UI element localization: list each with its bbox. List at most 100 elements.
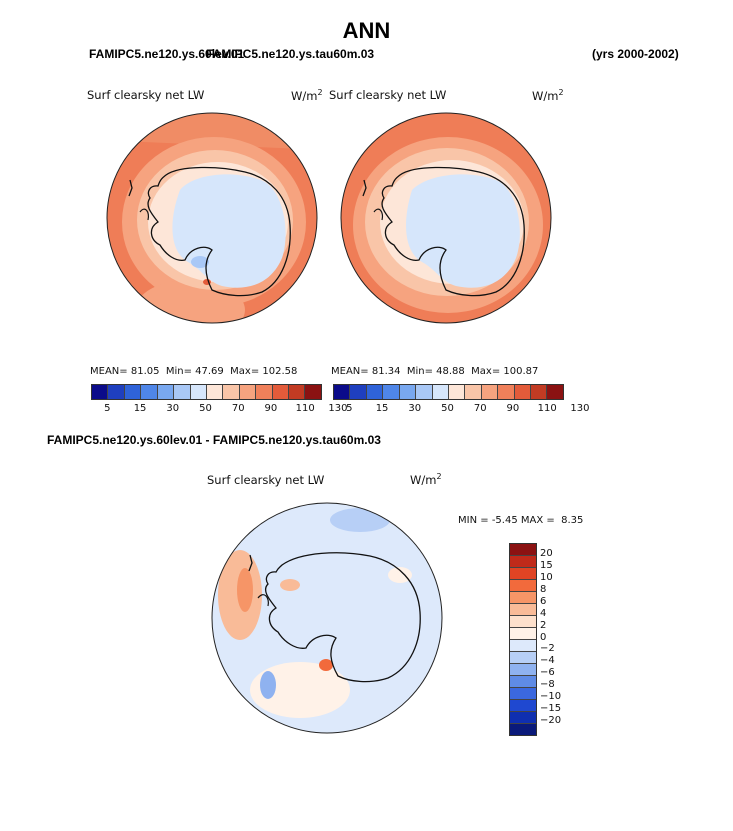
panel2-colorbar-swatch — [349, 385, 366, 399]
panel1-colorbar-swatch — [238, 385, 256, 399]
panel2-colorbar-swatch — [497, 385, 514, 399]
panel1-units: W/m2 — [291, 88, 323, 103]
page-title: ANN — [342, 18, 391, 43]
panel1-colorbar-tick-label: 30 — [166, 403, 180, 414]
panel1-colorbar — [91, 384, 322, 400]
panel2-colorbar-swatch — [513, 385, 531, 399]
panel2-field-plateau — [406, 174, 520, 288]
diff-colorbar-swatch — [510, 651, 536, 663]
diff-colorbar-tick-label: −4 — [540, 655, 555, 667]
diff-colorbar-tick-label: 15 — [540, 559, 553, 571]
panel1-colorbar-swatch — [271, 385, 289, 399]
panel1-colorbar-swatch — [123, 385, 141, 399]
diff-max: 8.35 — [561, 515, 584, 526]
diff-colorbar-tick-label: 8 — [540, 583, 547, 595]
panel2-colorbar-tick-label: 15 — [375, 403, 389, 414]
panel2-colorbar-swatch — [334, 385, 350, 399]
panel2-colorbar-tick-label: 5 — [346, 403, 353, 414]
panel1-field-low — [191, 256, 209, 268]
diff-title: FAMIPC5.ne120.ys.60lev.01 - FAMIPC5.ne12… — [47, 433, 381, 447]
panel1-colorbar-swatch — [205, 385, 223, 399]
diff-field-neutral-south — [250, 662, 350, 718]
panel1-peninsula — [139, 208, 150, 221]
panel2-colorbar-swatch — [398, 385, 416, 399]
panel1-colorbar-tick-label: 15 — [133, 403, 147, 414]
panel1-colorbar-tick-label: 130 — [328, 403, 348, 414]
panel2-colorbar-swatch — [464, 385, 481, 399]
panel2-colorbar-swatch — [447, 385, 465, 399]
panel1-stats: MEAN= 81.05 Min= 47.69 Max= 102.58 — [90, 366, 297, 377]
panel2-stats: MEAN= 81.34 Min= 48.88 Max= 100.87 — [331, 366, 538, 377]
diff-colorbar-swatch — [510, 627, 536, 639]
diff-colorbar-swatch — [510, 711, 536, 723]
panel2-colorbar-tick-label: 130 — [570, 403, 590, 414]
panel1-coastline — [147, 166, 291, 297]
years-label: (yrs 2000-2002) — [592, 47, 679, 61]
panel2-island — [362, 179, 367, 197]
diff-max-label: MAX = — [520, 515, 555, 526]
panel1-colorbar-swatch — [189, 385, 206, 399]
diff-colorbar-tick-label: 6 — [540, 595, 547, 607]
panel2-mean: 81.34 — [371, 366, 401, 377]
panel2-colorbar-swatch — [382, 385, 399, 399]
panel1-colorbar-tick-label: 50 — [199, 403, 212, 414]
diff-colorbar-tick-label: 2 — [540, 619, 547, 631]
panel1-min: 47.69 — [195, 366, 224, 377]
panel1-colorbar-swatch — [255, 385, 272, 399]
panel1-map-border — [106, 112, 318, 324]
diff-min: -5.45 — [491, 515, 518, 526]
panel2-max-label: Max= — [471, 366, 501, 377]
diff-colorbar-swatch — [510, 699, 536, 711]
diff-colorbar-tick-label: −15 — [540, 703, 562, 715]
panel1-colorbar-tick-label: 5 — [104, 403, 111, 414]
case-name-b: FAMIPC5.ne120.ys.tau60m.03 — [206, 47, 375, 61]
diff-colorbar-tick-label: −6 — [540, 667, 555, 679]
diff-colorbar-swatch — [510, 663, 536, 675]
diff-field-cool-sw — [260, 671, 276, 699]
diff-colorbar-tick-label: −10 — [540, 691, 562, 703]
diff-field-hot-west — [237, 568, 253, 612]
panel1-colorbar-tick-label: 70 — [231, 403, 245, 414]
panel2-colorbar-swatch — [480, 385, 498, 399]
diff-colorbar-tick-label: −20 — [540, 715, 562, 727]
case-name-a: FAMIPC5.ne120.ys.60lev.01 — [89, 47, 245, 61]
panel2-colorbar-swatch — [365, 385, 383, 399]
panel2-peninsula — [373, 208, 384, 221]
diff-colorbar-swatch — [510, 603, 536, 615]
panel2-colorbar-swatch — [546, 385, 563, 399]
diff-colorbar-tick-label: −8 — [540, 679, 555, 691]
panel2-colorbar-tick-label: 70 — [473, 403, 487, 414]
diff-colorbar-swatch — [510, 579, 536, 591]
panel2-map-border — [340, 112, 552, 324]
diff-colorbar-tick-label: 0 — [540, 631, 547, 643]
diff-colorbar-ticks: 20 15 10 8 6 4 2 0 −2 −4 −6 −8 −10 −15 −20 — [540, 543, 580, 734]
panel2-colorbar-swatch — [530, 385, 547, 399]
panel1-colorbar-swatch — [140, 385, 157, 399]
panel1-colorbar-swatch — [288, 385, 305, 399]
diff-coastline — [264, 552, 421, 683]
panel1-map — [107, 113, 317, 323]
panel1-colorbar-swatch — [304, 385, 321, 399]
panel2-colorbar-tick-label: 110 — [537, 403, 557, 414]
diff-map — [212, 503, 442, 733]
panel1-island — [128, 179, 133, 197]
diff-field-cool-north — [330, 508, 390, 532]
panel1-colorbar-swatch — [156, 385, 174, 399]
panel1-field-band-south — [135, 280, 245, 323]
panel2-mean-label: MEAN= — [331, 366, 369, 377]
panel2-min: 48.88 — [436, 366, 465, 377]
panel1-colorbar-swatch — [173, 385, 190, 399]
diff-units: W/m2 — [410, 472, 442, 487]
diff-colorbar-tick-label: 4 — [540, 607, 547, 619]
diff-min-label: MIN = — [458, 515, 489, 526]
diff-map-border — [211, 502, 443, 734]
diff-field-neutral-ne — [388, 567, 412, 583]
panel2-colorbar-tick-label: 50 — [441, 403, 454, 414]
diff-peninsula — [257, 594, 269, 607]
diff-stats: MIN = -5.45 MAX = 8.35 — [458, 515, 583, 526]
panel1-colorbar-swatch — [107, 385, 124, 399]
panel1-max-label: Max= — [230, 366, 260, 377]
diff-colorbar-swatch — [510, 544, 536, 555]
panel2-colorbar-swatch — [431, 385, 448, 399]
